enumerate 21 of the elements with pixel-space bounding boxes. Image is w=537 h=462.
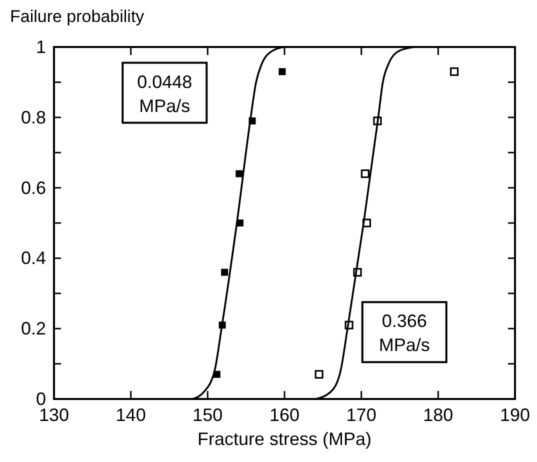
y-tick-label: 0.2 <box>20 318 46 339</box>
x-axis-title: Fracture stress (MPa) <box>197 429 372 449</box>
y-tick-label: 1 <box>36 37 46 57</box>
point <box>360 169 370 178</box>
point <box>450 67 459 76</box>
point <box>236 170 243 178</box>
x-tick-label: 140 <box>116 405 146 425</box>
series-label: 0.366 MPa/s <box>378 311 430 356</box>
y-axis-title: Failure probability <box>10 7 145 26</box>
y-tick-label: 0.4 <box>20 248 46 268</box>
x-tick-label: 190 <box>500 405 530 425</box>
y-tick-label: 0.6 <box>20 178 46 198</box>
point <box>278 68 286 76</box>
x-tick-label: 160 <box>269 405 300 425</box>
legend-label: 0.0448 MPa/s <box>137 72 192 116</box>
point <box>314 370 324 379</box>
x-tick-label: 150 <box>192 405 223 425</box>
x-tick-label: 170 <box>346 405 376 425</box>
point <box>221 268 228 276</box>
y-tick-label: 0.8 <box>20 107 46 128</box>
x-tick-label: 180 <box>423 405 454 425</box>
